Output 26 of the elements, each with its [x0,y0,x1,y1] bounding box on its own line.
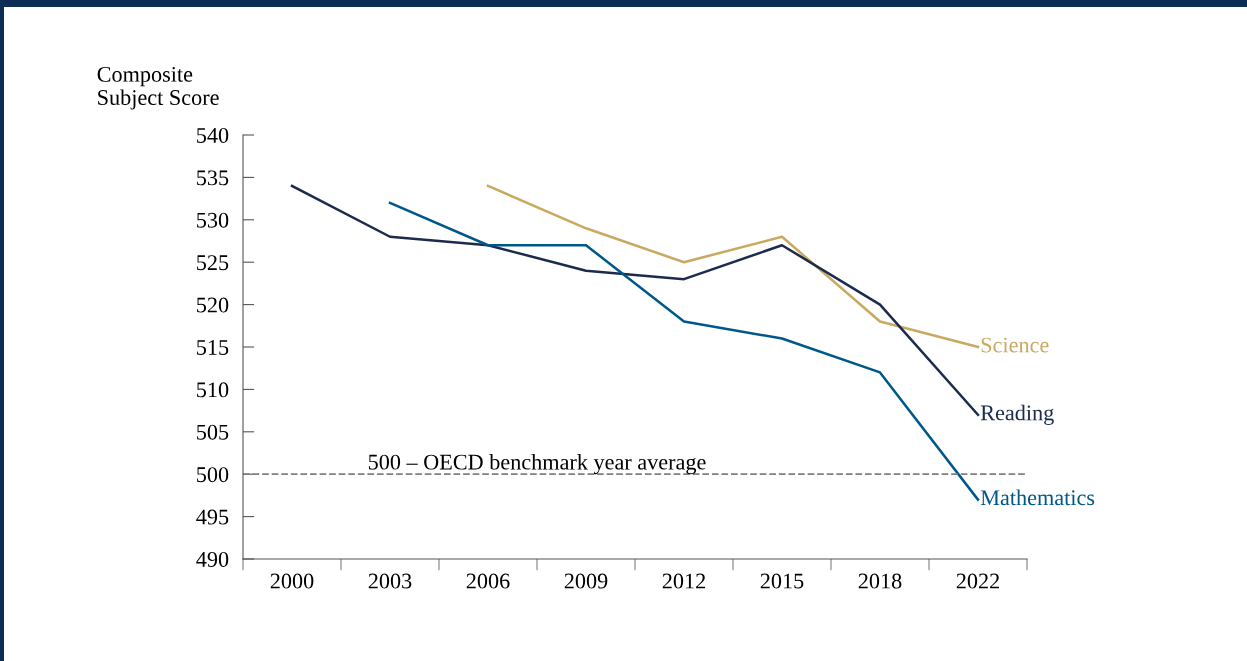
y-tick-label: 515 [197,340,229,355]
y-tick-label: 510 [197,382,229,398]
y-tick-label: 535 [197,170,229,186]
y-tick-label: 495 [196,509,229,525]
line-series [486,184,980,349]
x-tick-label: 2018 [858,573,902,589]
series-label: Science [981,337,1049,353]
y-tick-label: 490 [196,551,229,567]
line-series [290,184,980,417]
x-tick-label: 2003 [368,573,412,589]
y-tick-label: 540 [197,127,229,143]
y-tick-label: 505 [197,424,229,440]
x-tick-label: 2022 [956,573,999,589]
y-axis-title: Composite Subject Score [97,66,219,110]
series-label: Mathematics [980,489,1095,506]
x-tick-label: 2012 [662,573,705,589]
y-tick-label: 520 [197,297,229,313]
y-tick-label: 530 [197,212,229,228]
ref-line-label: 500 – OECD benchmark year average [368,453,706,475]
x-tick-label: 2006 [466,573,510,589]
x-tick-label: 2015 [760,573,804,589]
y-tick-label: 525 [197,255,229,271]
x-tick-label: 2009 [564,573,608,589]
x-tick-label: 2000 [270,573,314,589]
y-tick-label: 500 [197,467,229,483]
series-label: Reading [980,404,1054,425]
